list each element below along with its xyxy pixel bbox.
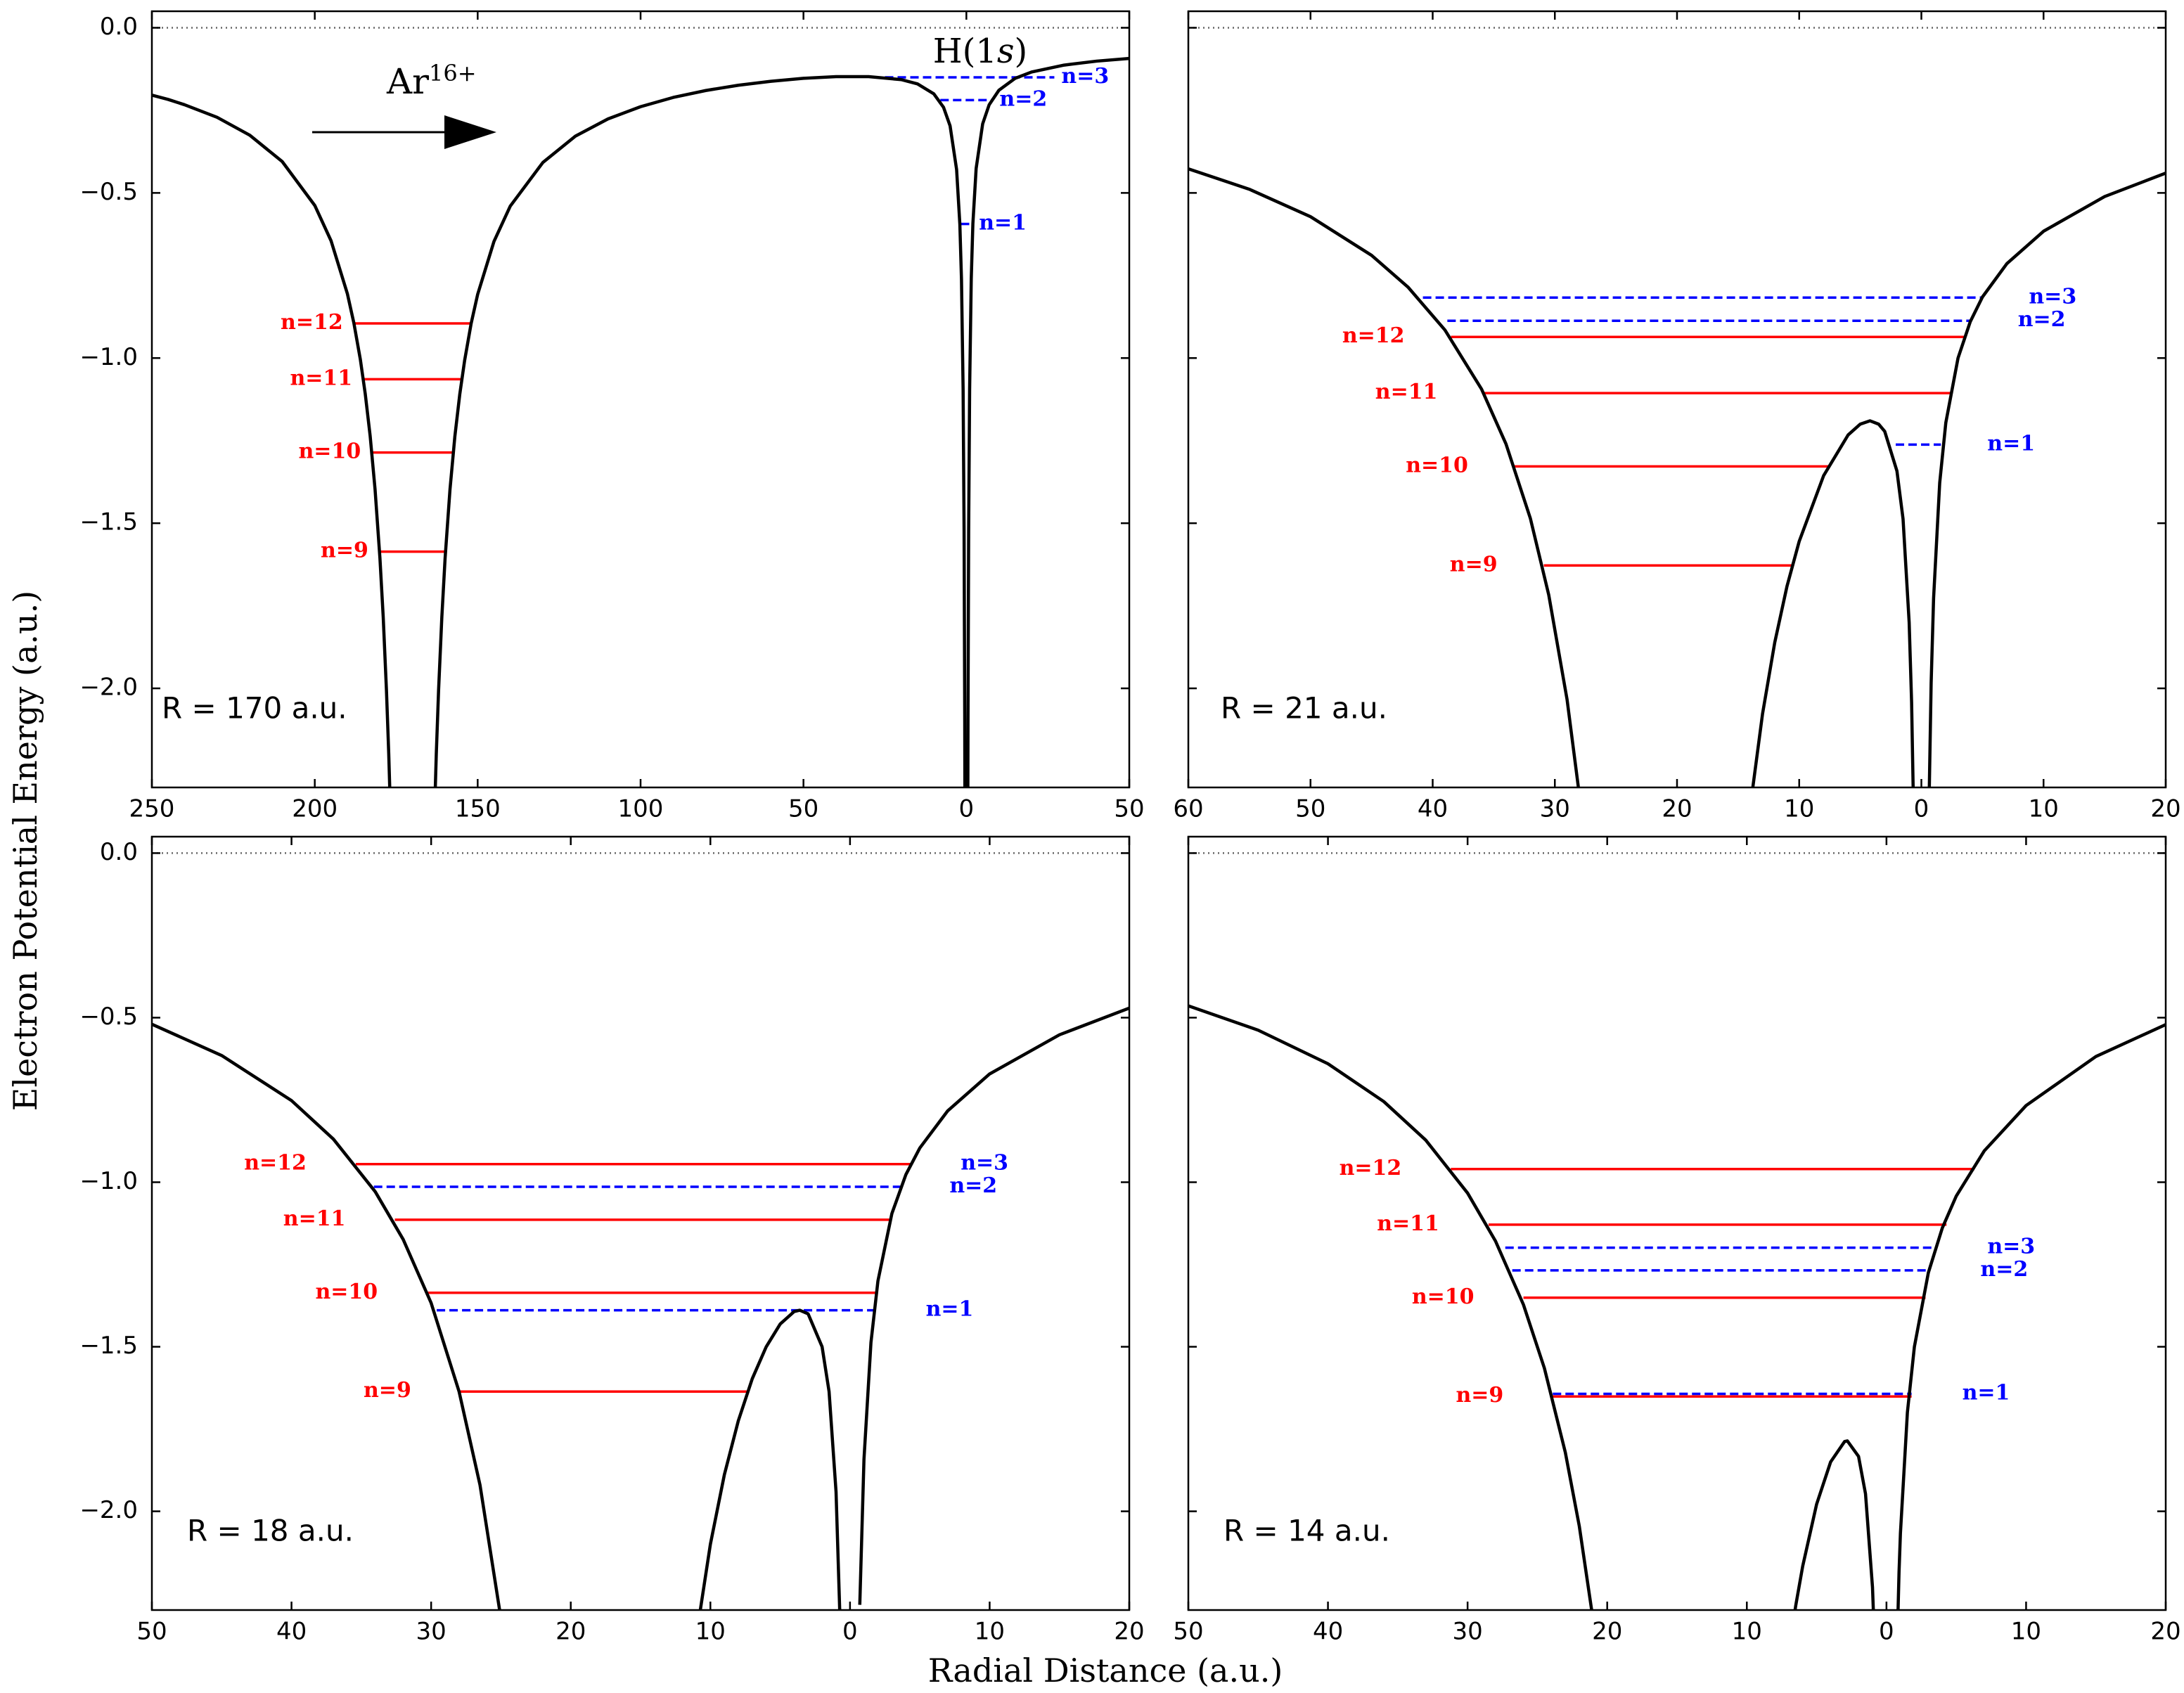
level-label: n=9 [321, 539, 368, 563]
direction-arrow-head [444, 115, 496, 149]
x-tick-label: 20 [1114, 1618, 1144, 1646]
level-label: n=3 [1987, 1235, 2035, 1259]
potential-curve [152, 1006, 1129, 1610]
level-label: n=2 [999, 86, 1047, 111]
ion-label: Ar16+ [386, 60, 477, 103]
level-label: n=1 [1963, 1380, 2010, 1405]
panel-annotation: R = 14 a.u. [1223, 1514, 1390, 1548]
y-tick-label: −1.0 [79, 343, 138, 371]
x-tick-label: 50 [1295, 795, 1325, 823]
level-label: n=10 [1412, 1285, 1475, 1309]
x-tick-label: 20 [2150, 1618, 2180, 1646]
ion-label-base: Ar [386, 61, 429, 102]
x-tick-label: 60 [1173, 795, 1203, 823]
target-label-part: ) [1015, 32, 1028, 71]
x-tick-label: 20 [555, 1618, 586, 1646]
x-tick-label: 0 [959, 795, 975, 823]
x-tick-label: 20 [1662, 795, 1692, 823]
level-label: n=2 [2018, 307, 2066, 332]
level-label: n=10 [299, 439, 361, 464]
y-tick-label: −2.0 [79, 1496, 138, 1524]
x-tick-label: 0 [842, 1618, 858, 1646]
x-tick-label: 50 [788, 795, 818, 823]
target-label-part: H(1 [933, 32, 997, 71]
y-tick-label: −1.5 [79, 1332, 138, 1360]
panel-annotation: R = 170 a.u. [162, 691, 347, 726]
level-label: n=12 [1340, 1156, 1402, 1180]
ion-label-charge: 16+ [429, 60, 477, 86]
level-label: n=12 [281, 310, 343, 335]
x-tick-label: 20 [2150, 795, 2180, 823]
y-tick-label: −2.0 [79, 674, 138, 702]
x-tick-label: 200 [292, 795, 338, 823]
x-tick-label: 50 [1114, 795, 1144, 823]
x-tick-label: 0 [1879, 1618, 1894, 1646]
plot-frame [1187, 10, 2167, 789]
potential-curve [1188, 167, 2166, 787]
level-label: n=11 [283, 1206, 346, 1231]
x-tick-label: 40 [276, 1618, 307, 1646]
x-tick-label: 100 [618, 795, 664, 823]
level-label: n=11 [1377, 1211, 1439, 1236]
plot-area [1188, 852, 2166, 1610]
potential-curve [152, 56, 1129, 787]
level-label: n=10 [1406, 453, 1468, 477]
level-label: n=1 [926, 1297, 974, 1322]
x-tick-label: 30 [1540, 795, 1570, 823]
x-tick-label: 10 [975, 1618, 1005, 1646]
y-tick-label: −1.0 [79, 1167, 138, 1195]
x-tick-label: 0 [1914, 795, 1929, 823]
level-label: n=2 [949, 1173, 997, 1198]
y-tick-label: 0.0 [100, 838, 138, 866]
x-tick-label: 10 [695, 1618, 726, 1646]
level-label: n=2 [1980, 1257, 2028, 1282]
y-tick-label: −0.5 [79, 178, 138, 206]
plot-area [1188, 27, 2166, 787]
plot-frame [150, 835, 1131, 1611]
x-tick-label: 50 [1173, 1618, 1203, 1646]
x-tick-label: 50 [136, 1618, 167, 1646]
x-tick-label: 40 [1418, 795, 1448, 823]
x-tick-label: 30 [1453, 1618, 1483, 1646]
x-tick-label: 10 [2029, 795, 2059, 823]
x-tick-label: 10 [1732, 1618, 1762, 1646]
plot-frame [1187, 835, 2167, 1611]
level-label: n=12 [1342, 323, 1405, 348]
x-tick-label: 30 [416, 1618, 447, 1646]
y-tick-label: −0.5 [79, 1003, 138, 1031]
level-label: n=11 [290, 366, 352, 390]
target-label-part: s [997, 32, 1015, 71]
x-tick-label: 250 [129, 795, 175, 823]
x-axis-label: Radial Distance (a.u.) [928, 1652, 1283, 1689]
level-label: n=9 [1456, 1383, 1503, 1408]
level-label: n=11 [1375, 380, 1438, 404]
y-axis-label: Electron Potential Energy (a.u.) [6, 591, 44, 1111]
level-label: n=10 [315, 1280, 378, 1304]
plot-area [152, 27, 1129, 787]
panel-annotation: R = 21 a.u. [1221, 691, 1387, 726]
level-label: n=3 [2029, 284, 2076, 309]
y-tick-label: −1.5 [79, 508, 138, 536]
panel-annotation: R = 18 a.u. [187, 1514, 354, 1548]
plot-area [152, 852, 1129, 1610]
x-tick-label: 150 [455, 795, 501, 823]
level-label: n=1 [979, 211, 1027, 236]
potential-curve [1188, 1004, 2166, 1610]
level-label: n=12 [244, 1151, 307, 1176]
level-label: n=9 [364, 1378, 411, 1403]
level-label: n=3 [961, 1151, 1008, 1176]
level-label: n=9 [1450, 552, 1498, 577]
x-tick-label: 10 [2011, 1618, 2041, 1646]
level-label: n=1 [1987, 431, 2035, 456]
x-tick-label: 20 [1592, 1618, 1622, 1646]
y-tick-label: 0.0 [100, 13, 138, 41]
target-label: H(1s) [933, 32, 1028, 71]
x-tick-label: 10 [1784, 795, 1814, 823]
level-label: n=3 [1061, 64, 1109, 89]
x-tick-label: 40 [1313, 1618, 1343, 1646]
